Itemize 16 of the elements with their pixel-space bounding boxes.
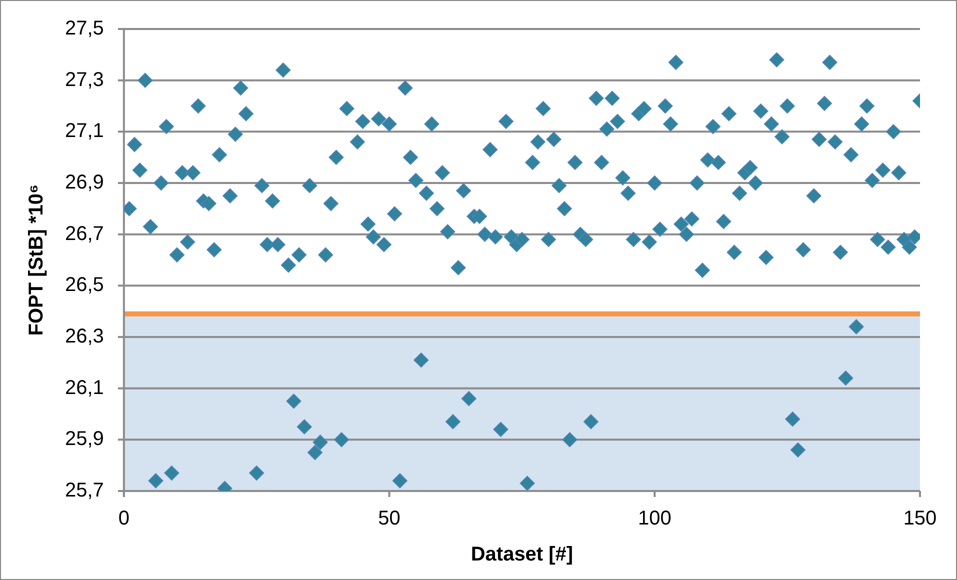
x-tick-label: 50: [378, 508, 400, 530]
y-tick-label: 25,9: [64, 428, 104, 450]
y-tick-label: 27,1: [64, 120, 104, 142]
y-axis-title: FOPT [StB] *10⁶: [26, 184, 48, 336]
y-tick-label: 26,5: [64, 274, 104, 296]
y-tick-label: 26,3: [64, 326, 104, 348]
x-tick-label: 0: [118, 508, 130, 530]
y-tick-label: 25,7: [64, 480, 104, 502]
x-tick-label: 100: [638, 508, 672, 530]
y-tick-label: 26,7: [64, 222, 104, 245]
y-tick-label: 27,3: [64, 68, 104, 91]
y-tick-label: 26,9: [64, 172, 104, 194]
y-tick-label: 26,1: [64, 376, 104, 399]
x-tick-label: 150: [903, 508, 937, 530]
y-tick-label: 27,5: [64, 18, 104, 40]
x-axis-title: Dataset [#]: [470, 544, 574, 566]
